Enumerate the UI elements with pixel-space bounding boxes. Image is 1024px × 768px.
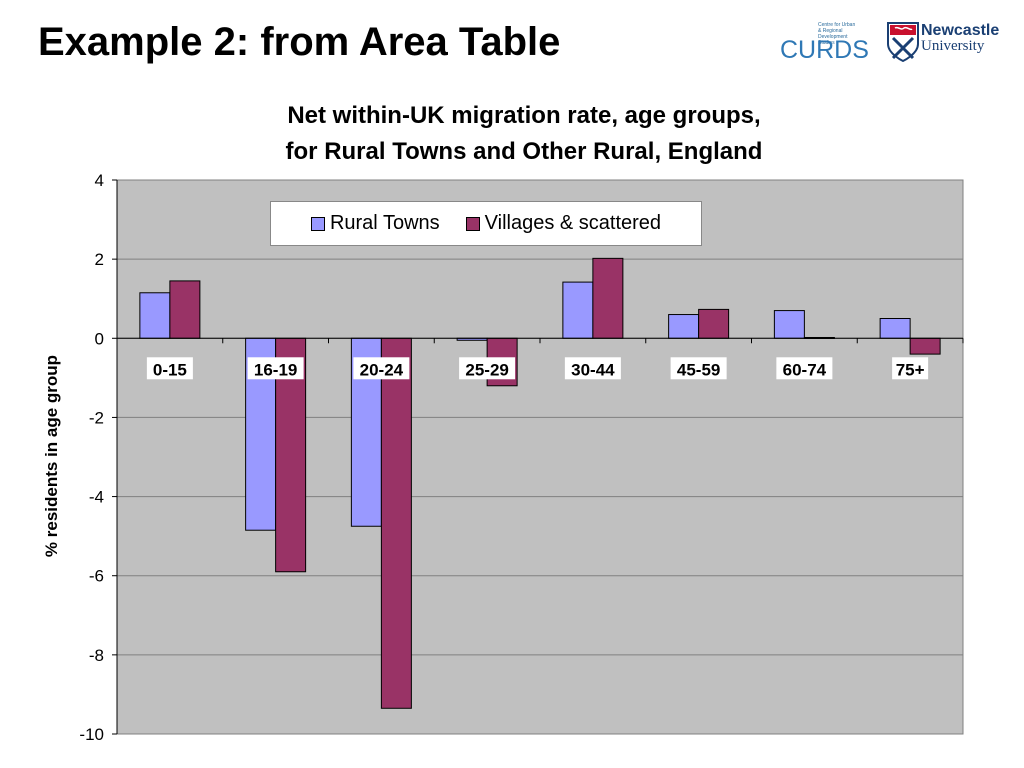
slide-title: Example 2: from Area Table (38, 20, 561, 64)
y-axis-label: % residents in age group (42, 354, 61, 558)
bar-rural-towns-75+ (879, 318, 911, 339)
legend-swatch-villages (465, 216, 480, 231)
y-tick-label: -10 (79, 725, 104, 744)
x-tick-label: 30-44 (571, 360, 615, 379)
bar-rural-towns-45-59 (668, 314, 700, 339)
x-tick-label: 60-74 (783, 360, 827, 379)
x-tick-label: 45-59 (677, 360, 720, 379)
bar-rural-towns-60-74 (773, 310, 805, 339)
x-tick-label: 16-19 (254, 360, 297, 379)
legend-label-rural-towns: Rural Towns (329, 212, 440, 234)
chart-legend: Rural Towns Villages & scattered (270, 201, 702, 246)
plot-area (116, 179, 964, 735)
x-tick-label: 25-29 (465, 360, 508, 379)
bar-villages-0-15 (169, 280, 201, 339)
x-tick-label: 0-15 (153, 360, 187, 379)
x-tick-label-bg (247, 357, 304, 380)
y-tick-label: -8 (89, 646, 104, 665)
university-crest-icon (887, 22, 919, 62)
legend-swatch-rural-towns (310, 216, 325, 231)
x-tick-label: 75+ (896, 360, 925, 379)
curds-logo-word: CURDS (780, 36, 869, 64)
legend-label-villages: Villages & scattered (484, 212, 662, 234)
y-tick-label: 4 (95, 171, 104, 190)
bar-villages-20-24 (380, 337, 412, 709)
curds-logo-subtext: Centre for Urban & Regional Development … (818, 22, 856, 46)
y-tick-label: -6 (89, 567, 104, 586)
y-tick-label: 0 (95, 329, 104, 348)
bar-villages-45-59 (698, 308, 730, 339)
x-tick-label-bg (459, 357, 516, 380)
chart-title-line-1: Net within-UK migration rate, age groups… (287, 102, 761, 129)
x-tick-label-bg (776, 357, 833, 380)
bar-rural-towns-0-15 (139, 292, 171, 339)
x-tick-label-bg (146, 357, 193, 380)
bar-villages-30-44 (592, 257, 624, 339)
y-tick-label: -4 (89, 488, 104, 507)
legend-item-rural-towns: Rural Towns (310, 212, 440, 235)
bar-villages-75+ (909, 337, 941, 355)
newcastle-logo-university: University (921, 38, 985, 54)
x-tick-label-bg (670, 357, 727, 380)
x-tick-label-bg (892, 357, 929, 380)
newcastle-logo-name: Newcastle (921, 22, 1000, 39)
y-tick-label: 2 (95, 250, 104, 269)
bar-rural-towns-30-44 (562, 281, 594, 339)
y-tick-label: -2 (89, 408, 104, 427)
newcastle-university-logo: Newcastle University (887, 22, 1007, 66)
legend-item-villages: Villages & scattered (465, 212, 662, 235)
chart-title-line-2: for Rural Towns and Other Rural, England (285, 138, 763, 165)
x-tick-label-bg (353, 357, 410, 380)
curds-logo: Centre for Urban & Regional Development … (780, 22, 872, 64)
x-tick-label-bg (564, 357, 621, 380)
x-tick-label: 20-24 (360, 360, 404, 379)
